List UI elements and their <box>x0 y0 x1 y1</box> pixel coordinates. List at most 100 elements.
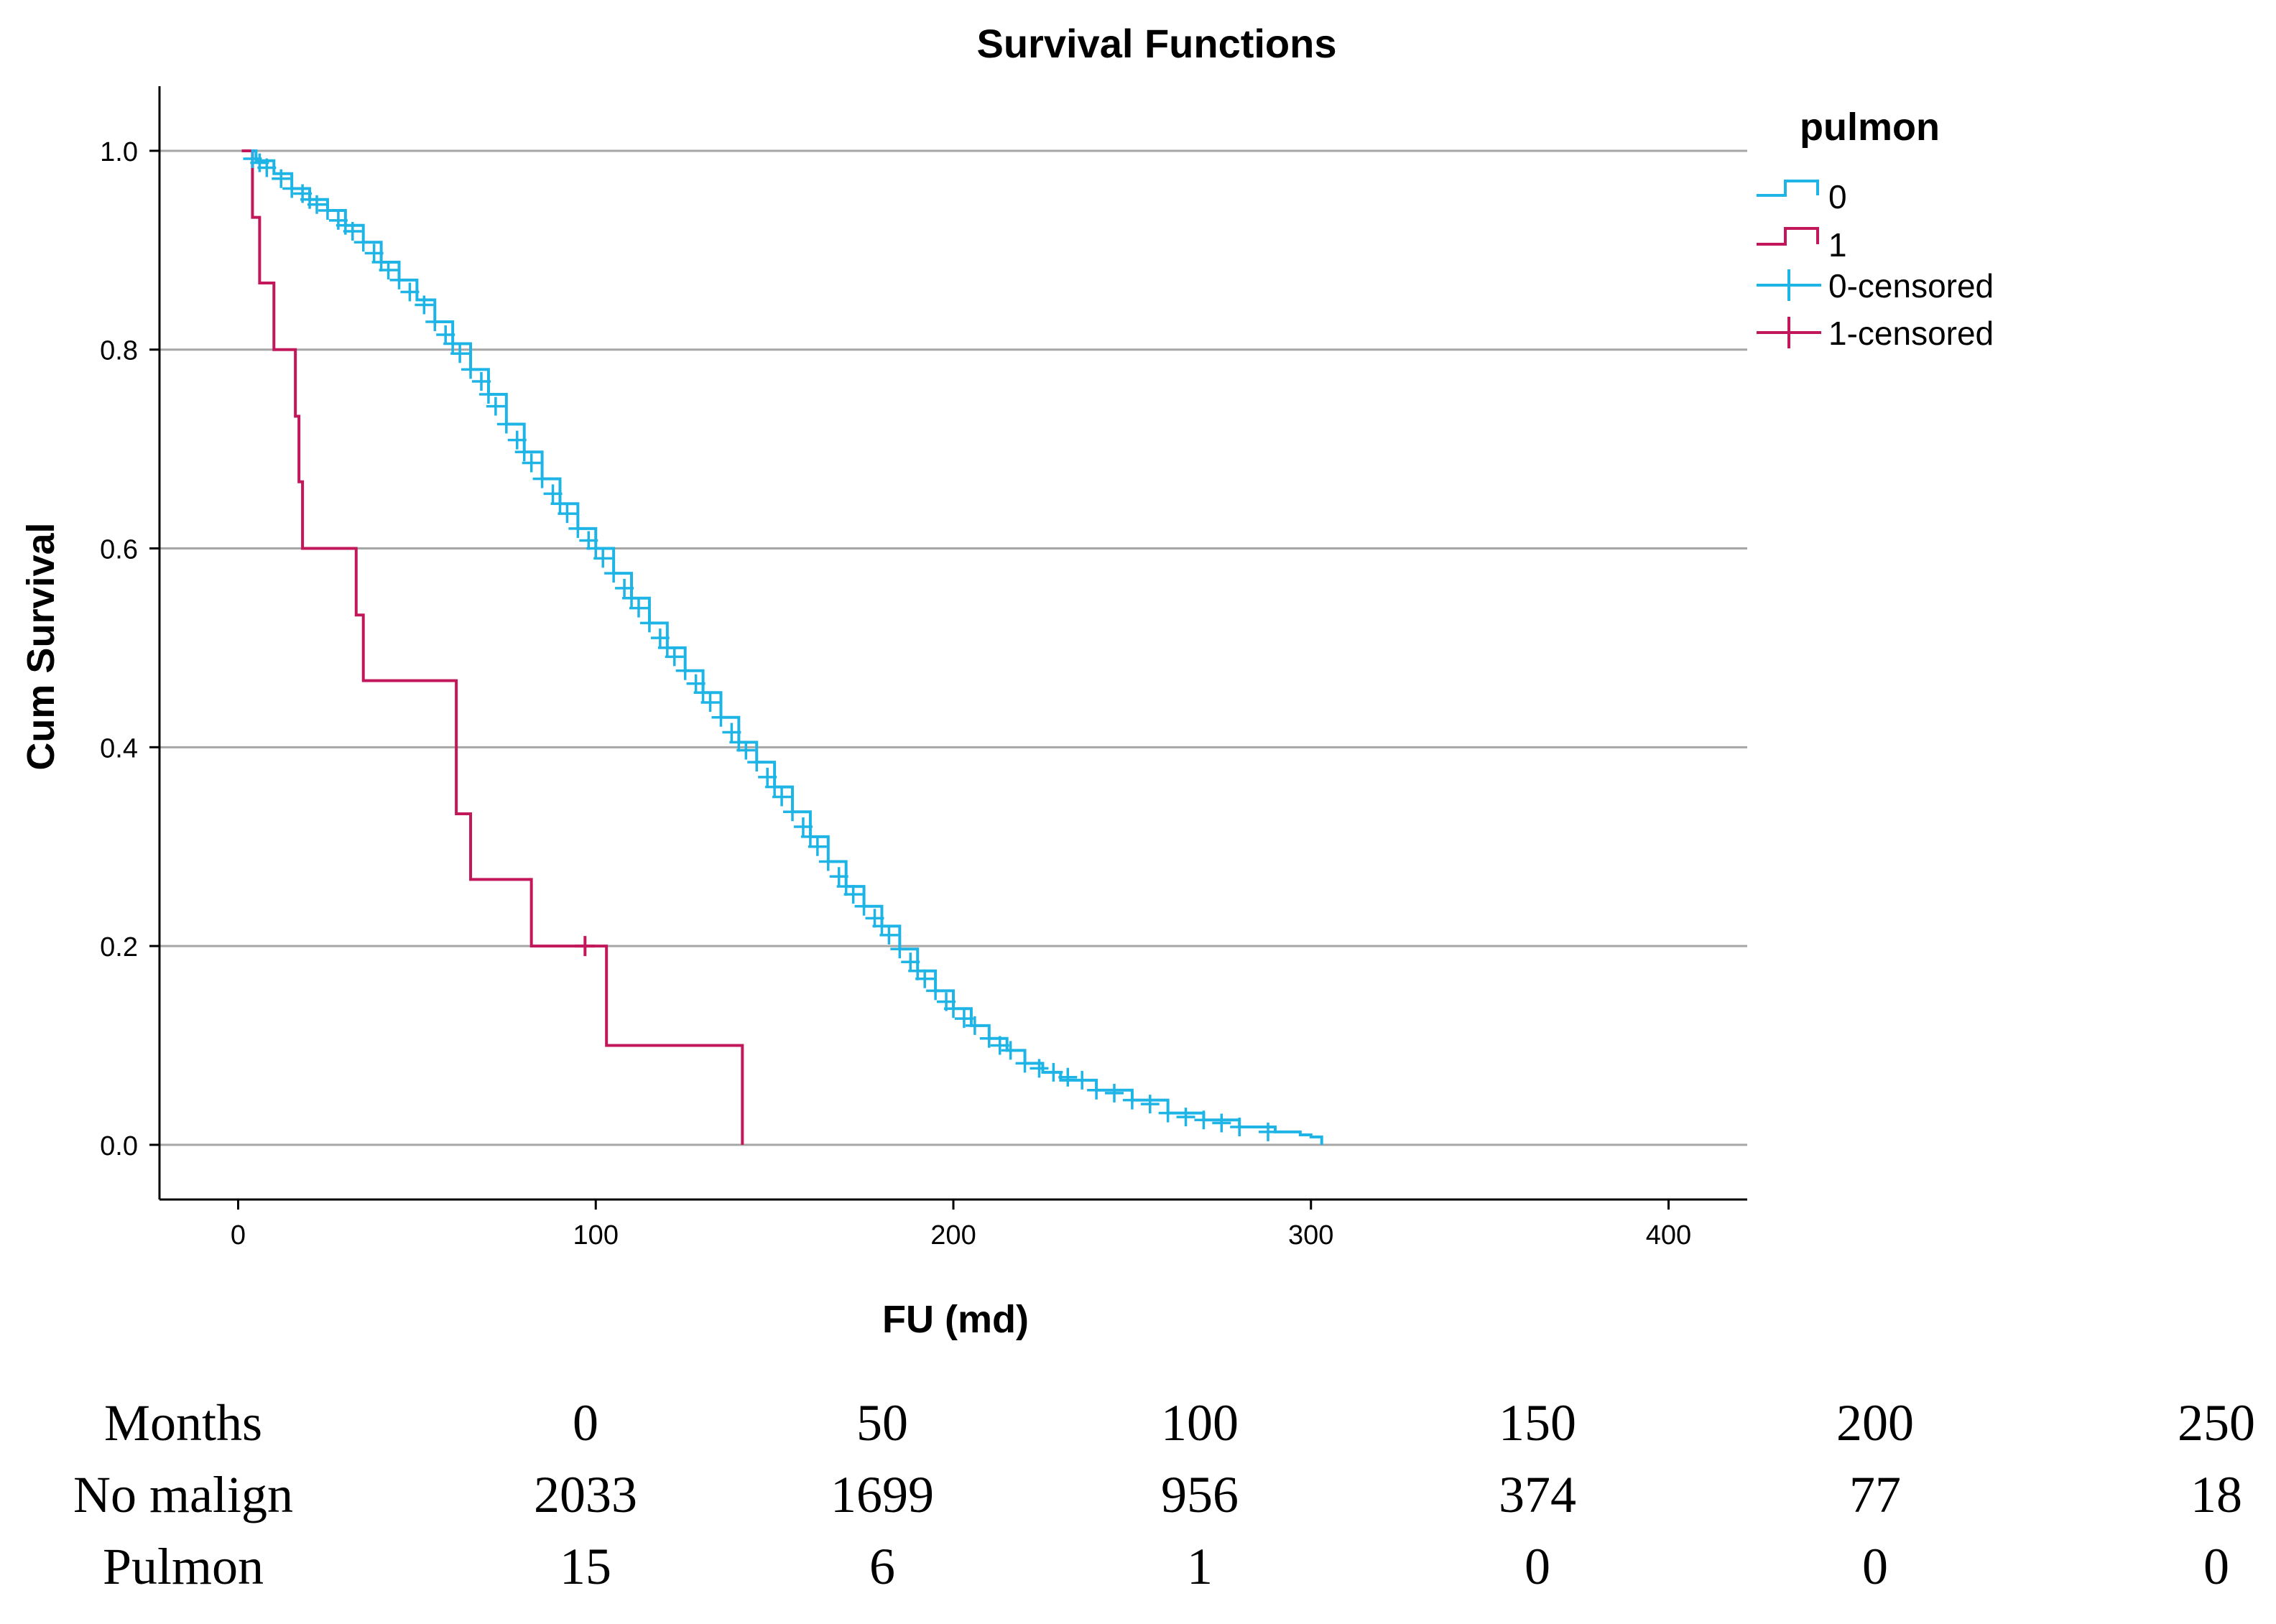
censor-mark-series-0 <box>471 372 491 391</box>
censor-mark-series-0 <box>586 539 606 558</box>
censor-mark-series-0 <box>843 885 863 904</box>
survival-chart: Survival Functions 0.0 0.2 0.4 0.6 0.8 1.0 0 1… <box>19 21 1994 1341</box>
censor-mark-series-0 <box>926 981 945 1001</box>
censor-mark-series-0 <box>747 753 767 772</box>
risk-table-cell: 0 <box>1862 1538 1888 1595</box>
censor-mark-series-0 <box>818 852 838 871</box>
risk-table-col-3: 150 <box>1499 1394 1576 1452</box>
censor-mark-series-0 <box>1122 1090 1142 1110</box>
censor-mark-series-0 <box>318 200 337 220</box>
risk-table-header-row: Months 0 50 100 150 200 250 <box>0 1393 2276 1465</box>
risk-table-row-no-malign: No malign 2033 1699 956 374 77 18 <box>0 1465 2276 1537</box>
axes <box>149 86 1747 1210</box>
risk-table-cell: 1699 <box>831 1466 934 1523</box>
censor-mark-series-0 <box>1194 1110 1213 1130</box>
y-axis-label: Cum Survival <box>19 522 63 770</box>
y-tick-label: 0.8 <box>100 336 138 366</box>
censor-mark-series-0 <box>1104 1083 1124 1103</box>
x-tick-label: 200 <box>930 1220 976 1251</box>
x-tick-label: 400 <box>1646 1220 1691 1251</box>
series-lines <box>241 149 1323 1145</box>
censor-mark-series-0 <box>272 169 291 188</box>
risk-table-cell: 2033 <box>534 1466 637 1523</box>
censor-mark-series-0 <box>257 158 277 177</box>
risk-table: Months 0 50 100 150 200 250 No malign 20… <box>0 1393 2276 1609</box>
legend-symbol-0-censored <box>1757 269 1821 301</box>
series-0-line <box>245 149 1323 1145</box>
censor-mark-series-0 <box>1259 1122 1278 1141</box>
censor-mark-series-0 <box>415 295 434 315</box>
censor-mark-series-0 <box>944 999 963 1019</box>
censor-mark-series-0 <box>979 1029 999 1048</box>
censor-mark-series-0 <box>700 693 720 713</box>
censor-mark-series-0 <box>758 767 777 787</box>
legend-entry-1: 1 <box>1828 226 1847 264</box>
censor-mark-series-0 <box>532 469 552 488</box>
risk-table-row-label: Pulmon <box>102 1538 264 1595</box>
risk-table-cell: 1 <box>1187 1538 1213 1595</box>
censor-mark-series-0 <box>1073 1070 1092 1090</box>
series-1-line <box>241 149 744 1145</box>
risk-table-col-1: 50 <box>856 1394 908 1452</box>
legend: pulmon 0 1 0-censored 1-censored <box>1757 106 1994 352</box>
legend-entry-2: 0-censored <box>1828 267 1994 305</box>
risk-table-cell: 18 <box>2191 1466 2242 1523</box>
censor-mark-series-0 <box>400 282 420 302</box>
censor-mark-series-0 <box>379 261 398 280</box>
censor-mark-series-1 <box>575 936 596 957</box>
censor-mark-series-0 <box>615 578 634 598</box>
censor-mark-series-0 <box>543 484 563 504</box>
censor-mark-series-0 <box>1230 1117 1249 1136</box>
censor-mark-series-0 <box>478 385 498 404</box>
censor-mark-series-0 <box>450 344 470 363</box>
y-tick-label: 0.4 <box>100 733 138 764</box>
censor-mark-series-0 <box>522 453 541 473</box>
legend-title: pulmon <box>1800 106 1940 149</box>
censor-mark-series-0 <box>693 683 713 702</box>
legend-symbol-1-censored <box>1757 317 1821 348</box>
y-tick-labels: 0.0 0.2 0.4 0.6 0.8 1.0 <box>100 137 138 1161</box>
x-tick-labels: 0 100 200 300 400 <box>231 1220 1691 1251</box>
censor-mark-series-0 <box>486 396 505 416</box>
censor-mark-series-0 <box>965 1016 984 1035</box>
censor-mark-series-0 <box>568 519 588 538</box>
risk-table-row-label: No malign <box>73 1466 293 1523</box>
censor-mark-series-0 <box>514 442 534 462</box>
risk-table-col-5: 250 <box>2178 1394 2255 1452</box>
censor-mark-series-0 <box>507 430 527 450</box>
x-tick-label: 0 <box>231 1220 246 1251</box>
censor-mark-series-0 <box>915 969 935 988</box>
censor-mark-series-0 <box>879 925 899 945</box>
risk-table-row-pulmon: Pulmon 15 6 1 0 0 0 <box>0 1537 2276 1609</box>
chart-title: Survival Functions <box>977 21 1337 66</box>
censor-mark-series-0 <box>1212 1113 1231 1133</box>
y-tick-label: 0.6 <box>100 535 138 565</box>
censor-mark-series-0 <box>829 867 848 886</box>
censor-mark-series-0 <box>711 707 731 727</box>
legend-symbol-0 <box>1757 180 1819 197</box>
censor-mark-series-0 <box>639 613 659 633</box>
censor-mark-series-0 <box>1158 1103 1178 1123</box>
censor-mark-series-0 <box>765 777 785 797</box>
censor-mark-series-0 <box>1030 1059 1049 1078</box>
censor-mark-series-0 <box>793 817 813 837</box>
censor-mark-series-0 <box>343 222 362 241</box>
censor-mark-series-0 <box>622 588 642 608</box>
censor-mark-series-0 <box>650 628 670 648</box>
risk-table-col-2: 100 <box>1161 1394 1239 1452</box>
x-axis-label: FU (md) <box>882 1298 1029 1341</box>
risk-table-col-4: 200 <box>1836 1394 1914 1452</box>
risk-table-cell: 6 <box>869 1538 895 1595</box>
risk-table-cell: 0 <box>2203 1538 2229 1595</box>
censor-mark-series-0 <box>558 504 577 524</box>
censor-mark-series-0 <box>425 312 445 331</box>
censor-mark-series-0 <box>389 270 409 289</box>
censor-marks <box>243 149 1278 1141</box>
censor-mark-series-0 <box>443 334 463 353</box>
censor-mark-series-0 <box>282 179 302 198</box>
risk-table-cell: 374 <box>1499 1466 1576 1523</box>
censor-mark-series-0 <box>722 723 741 742</box>
risk-table-cell: 77 <box>1849 1466 1901 1523</box>
legend-symbol-1 <box>1757 227 1819 246</box>
censor-mark-series-0 <box>808 837 827 856</box>
